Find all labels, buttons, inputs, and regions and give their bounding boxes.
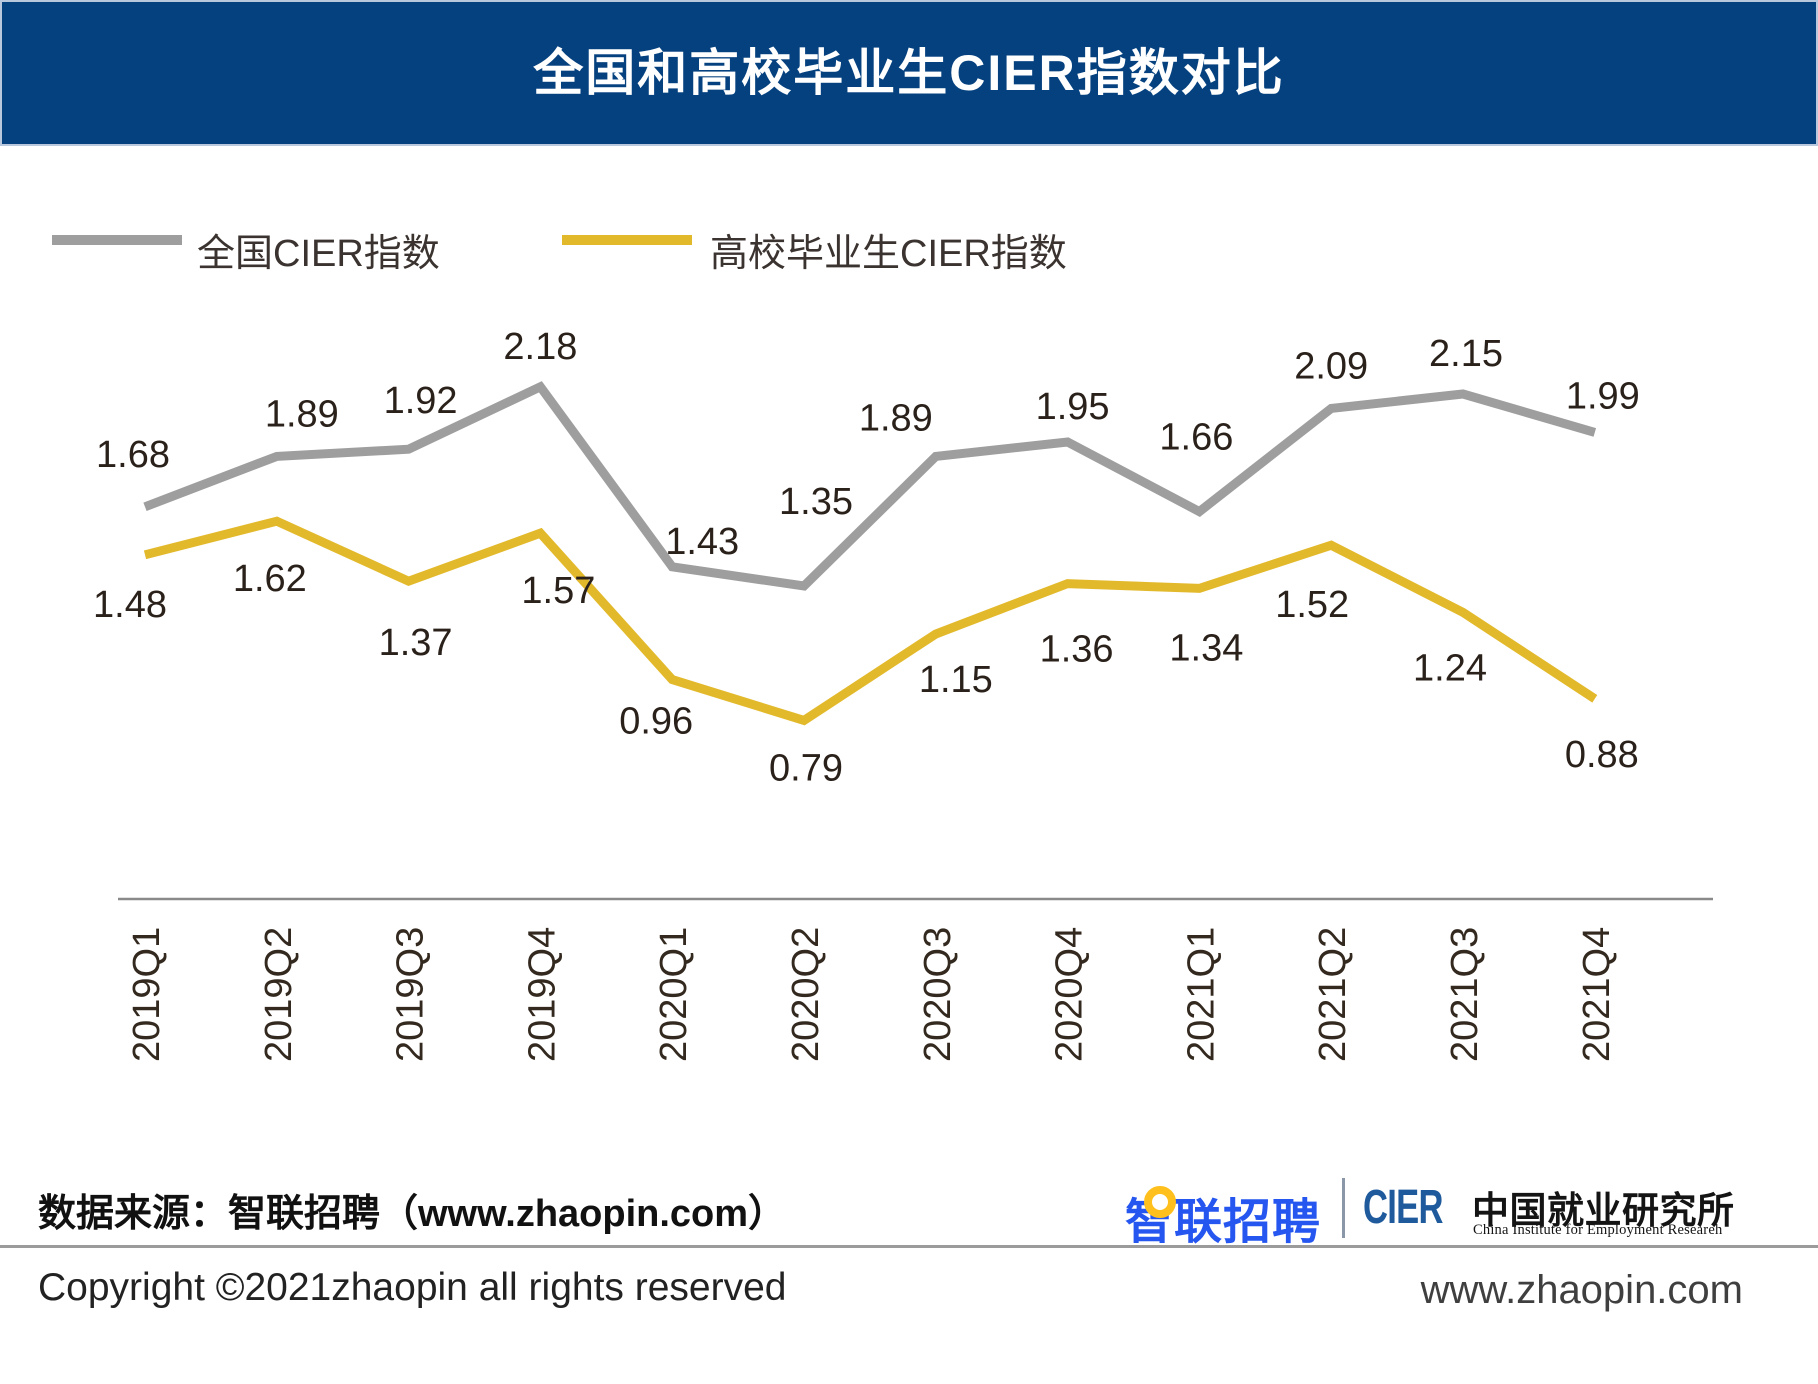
zhaopin-logo-pin-icon <box>1144 1186 1176 1218</box>
x-axis-label: 2019Q2 <box>258 927 300 1062</box>
cier-institute-name-en: China Institute for Employment Researeh <box>1473 1222 1723 1238</box>
data-label: 1.95 <box>1036 386 1110 428</box>
data-label: 1.89 <box>859 397 933 439</box>
x-axis-label: 2020Q2 <box>785 927 827 1062</box>
legend-label-national: 全国CIER指数 <box>197 233 440 275</box>
x-axis-label: 2020Q4 <box>1049 927 1091 1062</box>
data-label: 1.36 <box>1040 629 1114 671</box>
data-source-label: 数据来源：智联招聘（www.zhaopin.com） <box>38 1193 787 1235</box>
data-label: 1.92 <box>384 380 458 422</box>
x-axis-label: 2021Q2 <box>1312 927 1354 1062</box>
footer-divider <box>0 1245 1818 1248</box>
title-banner: 全国和高校毕业生CIER指数对比 <box>0 0 1818 146</box>
data-label: 0.88 <box>1565 734 1639 776</box>
data-label: 1.48 <box>93 584 167 626</box>
cier-institute-name-cn: 中国就业研究所 <box>1472 1191 1735 1232</box>
x-axis-label: 2019Q1 <box>126 927 168 1062</box>
series-line-0 <box>143 381 1597 591</box>
legend-label-graduates: 高校毕业生CIER指数 <box>710 233 1067 275</box>
data-label: 1.52 <box>1275 584 1349 626</box>
x-axis-label: 2019Q3 <box>390 927 432 1062</box>
data-label: 1.66 <box>1159 417 1233 459</box>
x-axis-label: 2020Q3 <box>917 927 959 1062</box>
x-axis-label: 2021Q1 <box>1180 927 1222 1062</box>
data-label: 2.15 <box>1429 333 1503 375</box>
data-label: 1.24 <box>1413 647 1487 689</box>
data-label: 2.09 <box>1294 345 1368 387</box>
data-label: 1.34 <box>1169 627 1243 669</box>
data-label: 1.99 <box>1566 375 1640 417</box>
legend-swatch-national <box>52 235 182 245</box>
data-label: 1.89 <box>265 393 339 435</box>
copyright-text: Copyright ©2021zhaopin all rights reserv… <box>38 1266 787 1309</box>
data-label: 0.96 <box>619 701 693 743</box>
data-label: 0.79 <box>769 747 843 789</box>
legend-swatch-graduates <box>562 235 692 245</box>
x-axis-label: 2021Q3 <box>1444 927 1486 1062</box>
data-label: 1.57 <box>521 570 595 612</box>
cier-logo: CIER <box>1363 1181 1443 1234</box>
data-label: 2.18 <box>503 326 577 368</box>
data-label: 1.68 <box>96 434 170 476</box>
logo-separator <box>1342 1178 1345 1238</box>
data-label: 1.43 <box>665 521 739 563</box>
data-label: 1.35 <box>779 481 853 523</box>
x-axis-label: 2020Q1 <box>653 927 695 1062</box>
x-axis-label: 2021Q4 <box>1576 927 1618 1062</box>
site-url: www.zhaopin.com <box>1420 1268 1743 1312</box>
data-label: 1.15 <box>919 659 993 701</box>
series-line-1 <box>143 516 1598 726</box>
data-label: 1.62 <box>233 558 307 600</box>
x-axis-label: 2019Q4 <box>521 927 563 1062</box>
page-title: 全国和高校毕业生CIER指数对比 <box>533 45 1285 101</box>
data-label: 1.37 <box>379 622 453 664</box>
